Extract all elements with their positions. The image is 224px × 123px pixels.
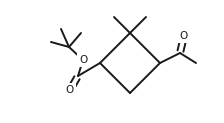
- Text: O: O: [66, 85, 74, 95]
- Text: O: O: [79, 55, 87, 65]
- Text: O: O: [180, 31, 188, 41]
